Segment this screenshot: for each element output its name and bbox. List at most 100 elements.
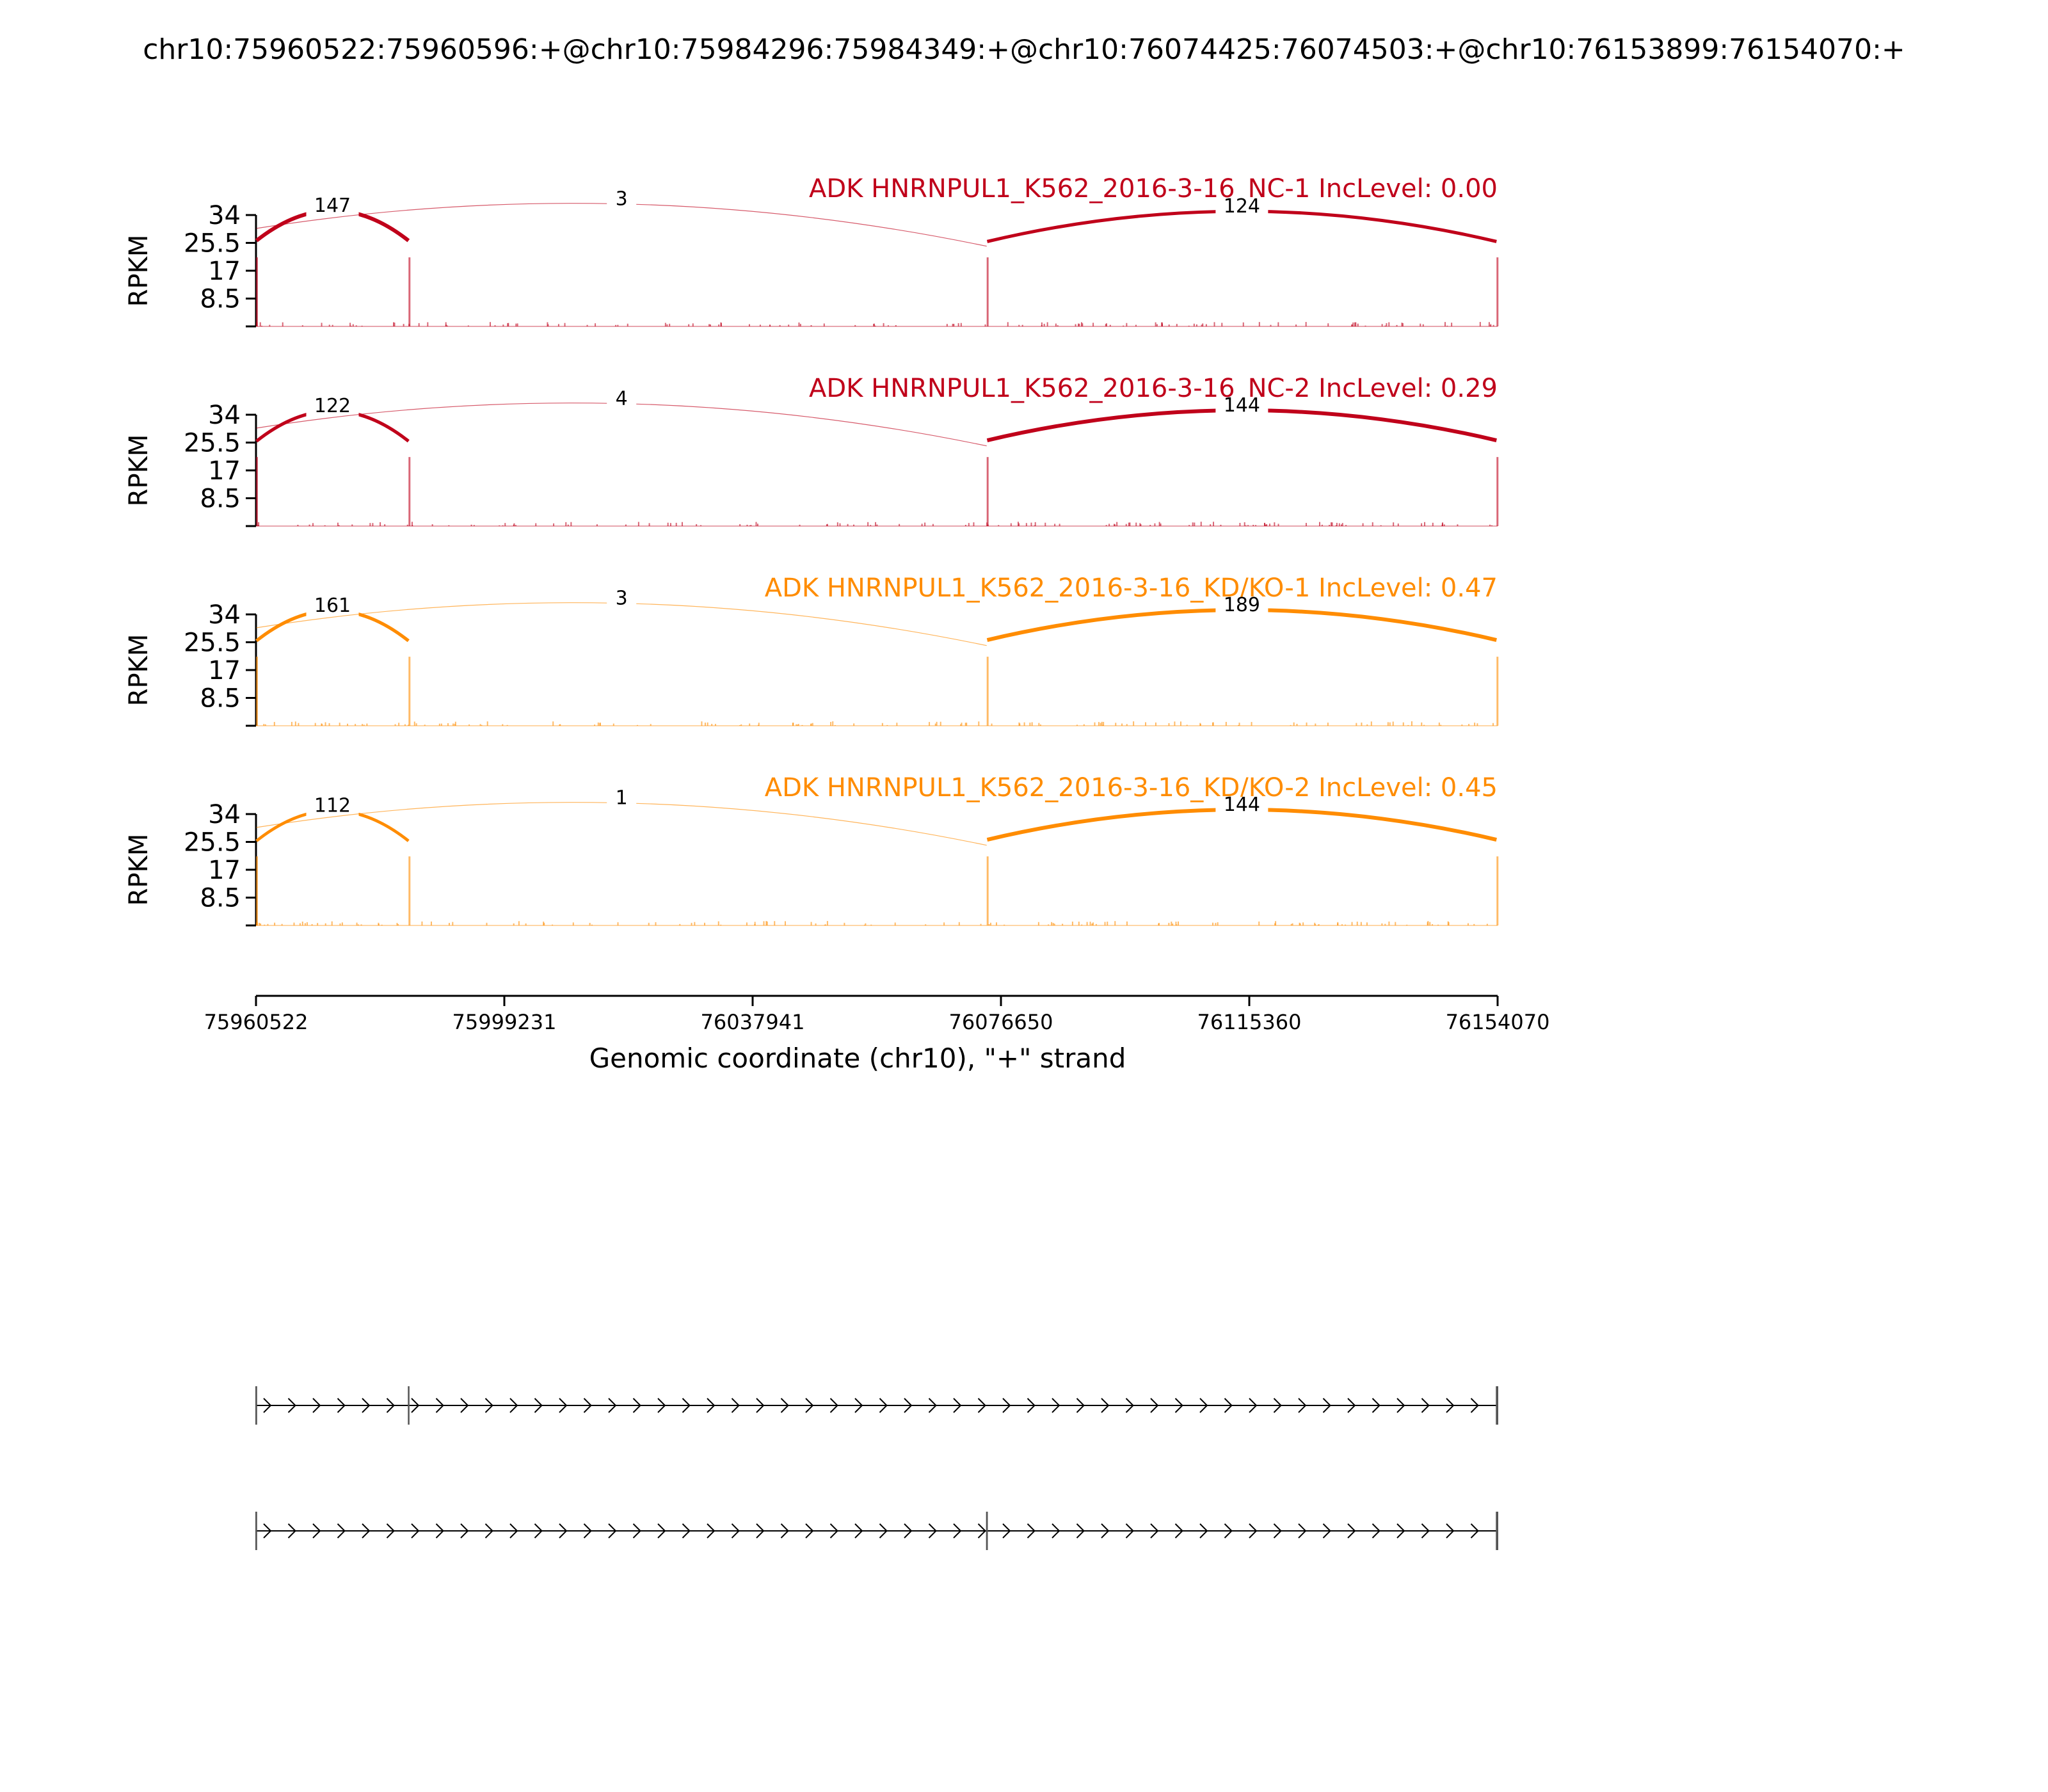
coverage-speck	[448, 525, 450, 526]
coverage-speck	[1055, 323, 1057, 326]
coverage-speck	[1366, 724, 1368, 726]
coverage-speck	[502, 525, 504, 526]
strand-arrow	[707, 1398, 716, 1413]
coverage-speck	[502, 324, 504, 326]
coverage-speck	[754, 922, 756, 925]
coverage-speck	[709, 324, 711, 326]
coverage-speck	[1277, 524, 1279, 526]
strand-arrow	[1027, 1523, 1036, 1539]
coverage-speck	[929, 722, 931, 726]
strand-arrow	[1396, 1523, 1405, 1539]
coverage-speck	[258, 522, 260, 526]
coverage-speck	[1457, 524, 1459, 526]
strand-arrow	[1224, 1398, 1233, 1413]
coverage-speck	[1092, 922, 1094, 925]
coverage-speck	[1188, 525, 1190, 526]
coverage-speck	[707, 722, 708, 726]
coverage-speck	[839, 523, 841, 526]
strand-arrow	[1273, 1398, 1282, 1413]
coverage-speck	[688, 324, 690, 326]
coverage-speck	[259, 322, 261, 326]
coverage-speck	[896, 723, 898, 726]
coverage-speck	[1421, 523, 1423, 526]
exon-coverage	[986, 657, 989, 726]
coverage-speck	[812, 723, 813, 726]
coverage-speck	[543, 921, 545, 925]
y-tick-label: 34	[208, 800, 241, 829]
strand-arrow	[559, 1523, 568, 1539]
coverage-speck	[1345, 525, 1347, 526]
strand-arrow	[731, 1523, 740, 1539]
coverage-speck	[824, 924, 826, 925]
coverage-speck	[1247, 525, 1249, 526]
strand-arrow	[263, 1523, 272, 1539]
strand-arrow	[1322, 1523, 1331, 1539]
coverage-speck	[757, 724, 759, 726]
coverage-speck	[708, 324, 710, 326]
coverage-speck	[1270, 324, 1272, 326]
coverage-speck	[1076, 724, 1078, 726]
strand-arrow	[1224, 1523, 1233, 1539]
coverage-speck	[369, 523, 371, 526]
coverage-speck	[940, 721, 941, 726]
coverage-speck	[557, 324, 559, 326]
coverage-speck	[1393, 522, 1395, 526]
coverage-speck	[617, 922, 619, 925]
strand-arrow	[1052, 1523, 1060, 1539]
coverage-speck	[1213, 322, 1215, 326]
strand-arrow	[1446, 1398, 1455, 1413]
coverage-speck	[1335, 525, 1337, 526]
coverage-speck	[765, 921, 767, 925]
coverage-speck	[294, 721, 296, 726]
strand-arrow	[1027, 1398, 1036, 1413]
coverage-speck	[1126, 724, 1128, 726]
coverage-speck	[696, 524, 698, 526]
coverage-speck	[1086, 922, 1088, 925]
coverage-speck	[980, 924, 982, 925]
coverage-speck	[1381, 923, 1383, 925]
coverage-speck	[1113, 524, 1115, 526]
coverage-speck	[308, 524, 310, 526]
coverage-speck	[1440, 724, 1442, 726]
coverage-speck	[1010, 523, 1012, 526]
coverage-speck	[1178, 921, 1180, 925]
coverage-speck	[1139, 523, 1141, 526]
coverage-speck	[256, 322, 258, 326]
strand-arrow	[928, 1523, 937, 1539]
coverage-speck	[1245, 525, 1247, 526]
coverage-speck	[957, 323, 959, 326]
coverage-speck	[1155, 722, 1156, 726]
coverage-speck	[797, 724, 799, 726]
x-tick-label: 75999231	[452, 1010, 557, 1034]
coverage-speck	[1451, 323, 1453, 326]
coverage-speck	[291, 721, 292, 726]
coverage-speck	[1078, 922, 1080, 925]
exon-coverage	[408, 856, 411, 925]
coverage-speck	[934, 723, 936, 726]
exon-coverage	[986, 856, 989, 925]
coverage-speck	[321, 323, 323, 326]
coverage-speck	[714, 724, 716, 726]
coverage-speck	[1095, 924, 1097, 925]
coverage-speck	[1402, 323, 1404, 326]
y-tick-label: 25.5	[184, 429, 241, 458]
strand-arrow	[509, 1398, 518, 1413]
coverage-speck	[1212, 722, 1214, 726]
coverage-speck	[1432, 924, 1434, 925]
junction-label-bg	[1215, 198, 1268, 218]
coverage-speck	[755, 522, 757, 526]
coverage-speck	[1489, 524, 1491, 526]
coverage-speck	[481, 724, 483, 726]
coverage-speck	[1192, 522, 1194, 526]
coverage-speck	[1296, 723, 1298, 726]
exon-coverage	[408, 657, 411, 726]
coverage-speck	[648, 922, 650, 925]
coverage-speck	[1354, 322, 1356, 326]
coverage-speck	[679, 924, 681, 925]
coverage-speck	[1327, 723, 1329, 726]
strand-arrow	[1199, 1523, 1208, 1539]
coverage-speck	[1341, 924, 1343, 925]
coverage-speck	[978, 721, 980, 726]
strand-arrow	[657, 1398, 666, 1413]
